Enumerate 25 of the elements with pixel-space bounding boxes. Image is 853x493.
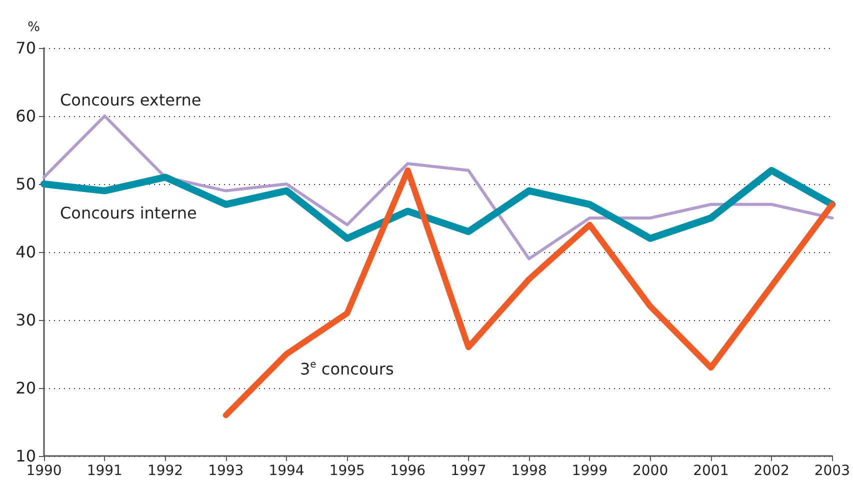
x-tick-label: 1992 [147, 463, 184, 479]
x-tick-label: 1996 [390, 463, 426, 479]
y-tick-label: 60 [16, 106, 36, 126]
series-label: Concours externe [60, 90, 202, 110]
x-tick-label: 2003 [814, 463, 850, 479]
y-tick-label: 70 [16, 38, 36, 58]
y-tick-label: 30 [16, 310, 36, 330]
series-label: Concours interne [60, 204, 197, 222]
y-tick-label: 40 [16, 242, 36, 262]
x-tick-label: 1990 [26, 463, 62, 479]
y-tick-label: 20 [16, 378, 36, 398]
x-tick-label: 1994 [268, 463, 304, 479]
x-tick-label: 1993 [208, 463, 244, 479]
x-tick-label: 1999 [572, 463, 608, 479]
x-tick-label: 2001 [693, 463, 729, 479]
x-tick-label: 1995 [329, 463, 365, 479]
line-series [42, 114, 834, 260]
x-tick-label: 1997 [450, 463, 486, 479]
y-tick-label: 10 [16, 446, 36, 466]
x-tick-label: 2002 [754, 463, 790, 479]
y-axis-title: % [28, 20, 40, 35]
y-tick-label: 50 [16, 174, 36, 194]
x-tick-label: 2000 [632, 463, 668, 479]
x-tick-label: 1991 [86, 463, 122, 479]
x-tick-label: 1998 [511, 463, 547, 479]
